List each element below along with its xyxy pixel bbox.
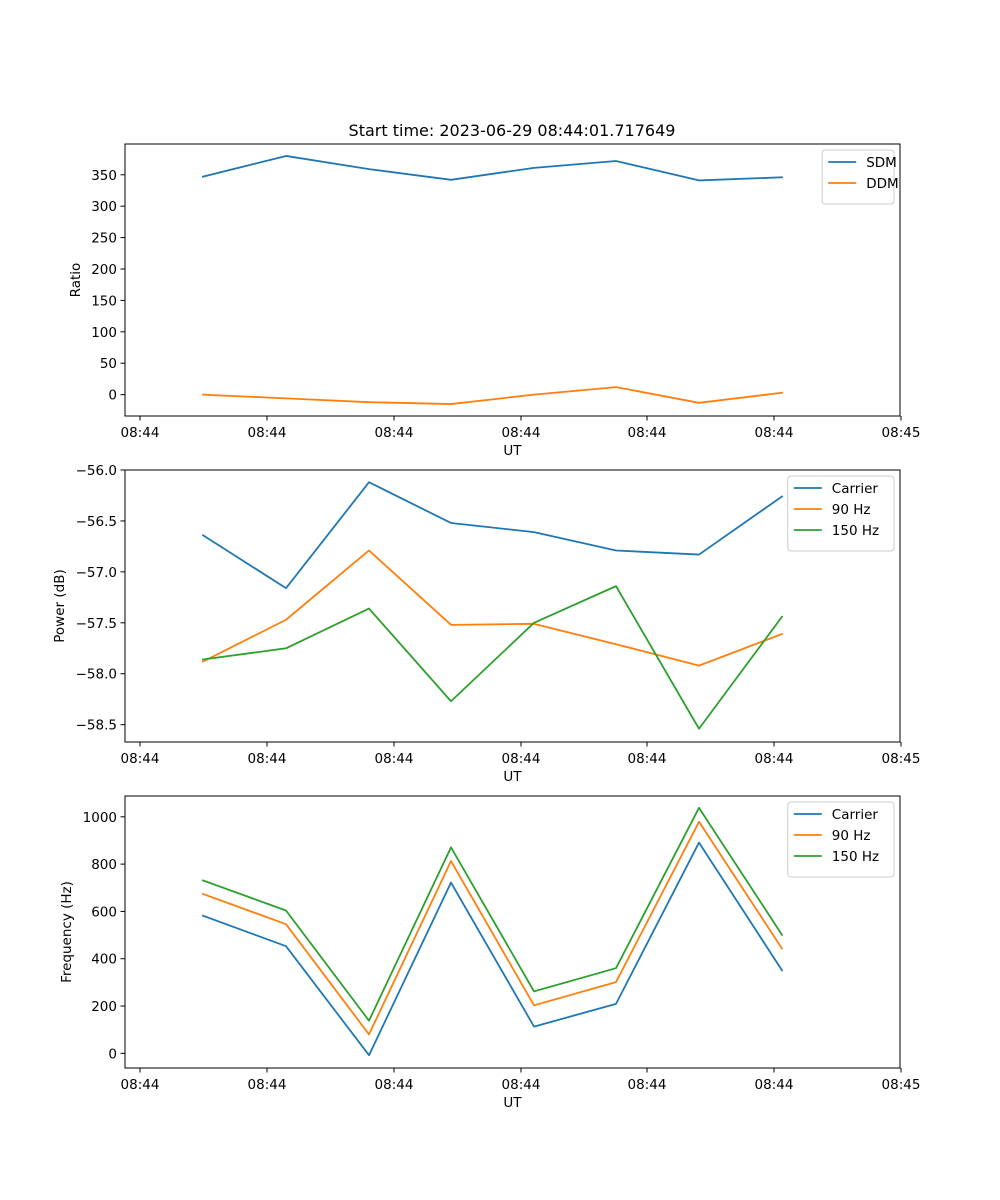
x-tick-label: 08:44 xyxy=(502,751,541,767)
legend-frame xyxy=(787,801,895,878)
y-tick-label: −58.0 xyxy=(76,667,117,683)
x-tick-label: 08:44 xyxy=(628,1077,667,1093)
series-line-ddm xyxy=(202,386,784,405)
x-tick-label: 08:44 xyxy=(628,425,667,441)
y-axis-label: Ratio xyxy=(68,263,84,298)
x-tick-label: 08:44 xyxy=(248,1077,287,1093)
x-tick-label: 08:44 xyxy=(375,425,414,441)
y-tick-label: 400 xyxy=(91,952,117,968)
legend-label-ddm: DDM xyxy=(866,176,898,192)
x-tick-label: 08:45 xyxy=(882,425,921,441)
series-line-150-hz xyxy=(201,585,784,730)
y-axis-label: Frequency (Hz) xyxy=(59,881,75,983)
y-tick-label: −56.0 xyxy=(76,463,117,479)
axes-frame xyxy=(124,143,901,417)
panel-1: 08:44 08:44 08:44 08:44 08:44 08:44 08:45 0 50 10… xyxy=(68,143,921,459)
x-tick-label: 08:44 xyxy=(248,751,287,767)
figure-title: Start time: 2023-06-29 08:44:01.717649 xyxy=(349,121,676,140)
x-tick-label: 08:44 xyxy=(121,1077,160,1093)
y-tick-label: 200 xyxy=(91,999,117,1015)
y-tick-label: 0 xyxy=(108,388,117,404)
x-tick-label: 08:44 xyxy=(755,425,794,441)
y-tick-label: 150 xyxy=(91,293,117,309)
legend: Carrier 90 Hz 150 Hz xyxy=(787,801,895,878)
y-axis-label: Power (dB) xyxy=(52,569,68,642)
y-tick-label: −56.5 xyxy=(76,514,117,530)
y-tick-label: 100 xyxy=(91,325,117,341)
y-tick-label: 1000 xyxy=(83,810,117,826)
legend-frame xyxy=(821,149,895,205)
series-line-90-hz xyxy=(201,820,784,1036)
x-axis-label: UT xyxy=(503,443,522,459)
series-line-carrier xyxy=(201,841,784,1057)
panels: 08:44 08:44 08:44 08:44 08:44 08:44 08:45 0 50 10… xyxy=(52,143,921,1111)
y-tick-label: 350 xyxy=(91,168,117,184)
x-axis-label: UT xyxy=(503,769,522,785)
legend-label-90-hz: 90 Hz xyxy=(832,828,871,844)
series-line-sdm xyxy=(201,155,783,182)
x-tick-label: 08:44 xyxy=(502,1077,541,1093)
legend-frame xyxy=(787,475,895,552)
x-tick-label: 08:44 xyxy=(628,751,667,767)
y-tick-label: 800 xyxy=(91,857,117,873)
x-tick-label: 08:44 xyxy=(121,751,160,767)
y-tick-label: 50 xyxy=(100,356,117,372)
legend: SDM DDM xyxy=(821,149,899,205)
legend-label-90-hz: 90 Hz xyxy=(832,502,871,518)
legend-label-150-hz: 150 Hz xyxy=(832,849,879,865)
panel-3: 08:44 08:44 08:44 08:44 08:44 08:44 08:45 0 200 4… xyxy=(59,795,921,1111)
x-tick-label: 08:44 xyxy=(121,425,160,441)
x-tick-label: 08:45 xyxy=(882,1077,921,1093)
series-line-carrier xyxy=(201,481,784,590)
x-axis-label: UT xyxy=(503,1095,522,1111)
legend-label-carrier: Carrier xyxy=(832,481,879,497)
legend-label-150-hz: 150 Hz xyxy=(832,523,879,539)
series-line-150-hz xyxy=(201,806,784,1022)
x-tick-label: 08:45 xyxy=(882,751,921,767)
x-tick-label: 08:44 xyxy=(375,1077,414,1093)
y-tick-label: 0 xyxy=(108,1046,117,1062)
y-tick-label: −58.5 xyxy=(76,718,117,734)
x-tick-label: 08:44 xyxy=(248,425,287,441)
series-line-90-hz xyxy=(201,549,784,667)
legend-label-sdm: SDM xyxy=(866,155,897,171)
y-tick-label: 250 xyxy=(91,231,117,247)
axes-frame xyxy=(124,795,901,1069)
y-tick-label: 200 xyxy=(91,262,117,278)
x-tick-label: 08:44 xyxy=(375,751,414,767)
y-tick-label: −57.0 xyxy=(76,565,117,581)
legend-label-carrier: Carrier xyxy=(832,807,879,823)
panel-2: 08:44 08:44 08:44 08:44 08:44 08:44 08:45 −58.5… xyxy=(52,463,920,785)
y-tick-label: 600 xyxy=(91,904,117,920)
x-tick-label: 08:44 xyxy=(755,751,794,767)
x-tick-label: 08:44 xyxy=(502,425,541,441)
x-tick-label: 08:44 xyxy=(755,1077,794,1093)
y-tick-label: 300 xyxy=(91,199,117,215)
legend: Carrier 90 Hz 150 Hz xyxy=(787,475,895,552)
y-tick-label: −57.5 xyxy=(76,616,117,632)
axes-frame xyxy=(124,469,901,743)
